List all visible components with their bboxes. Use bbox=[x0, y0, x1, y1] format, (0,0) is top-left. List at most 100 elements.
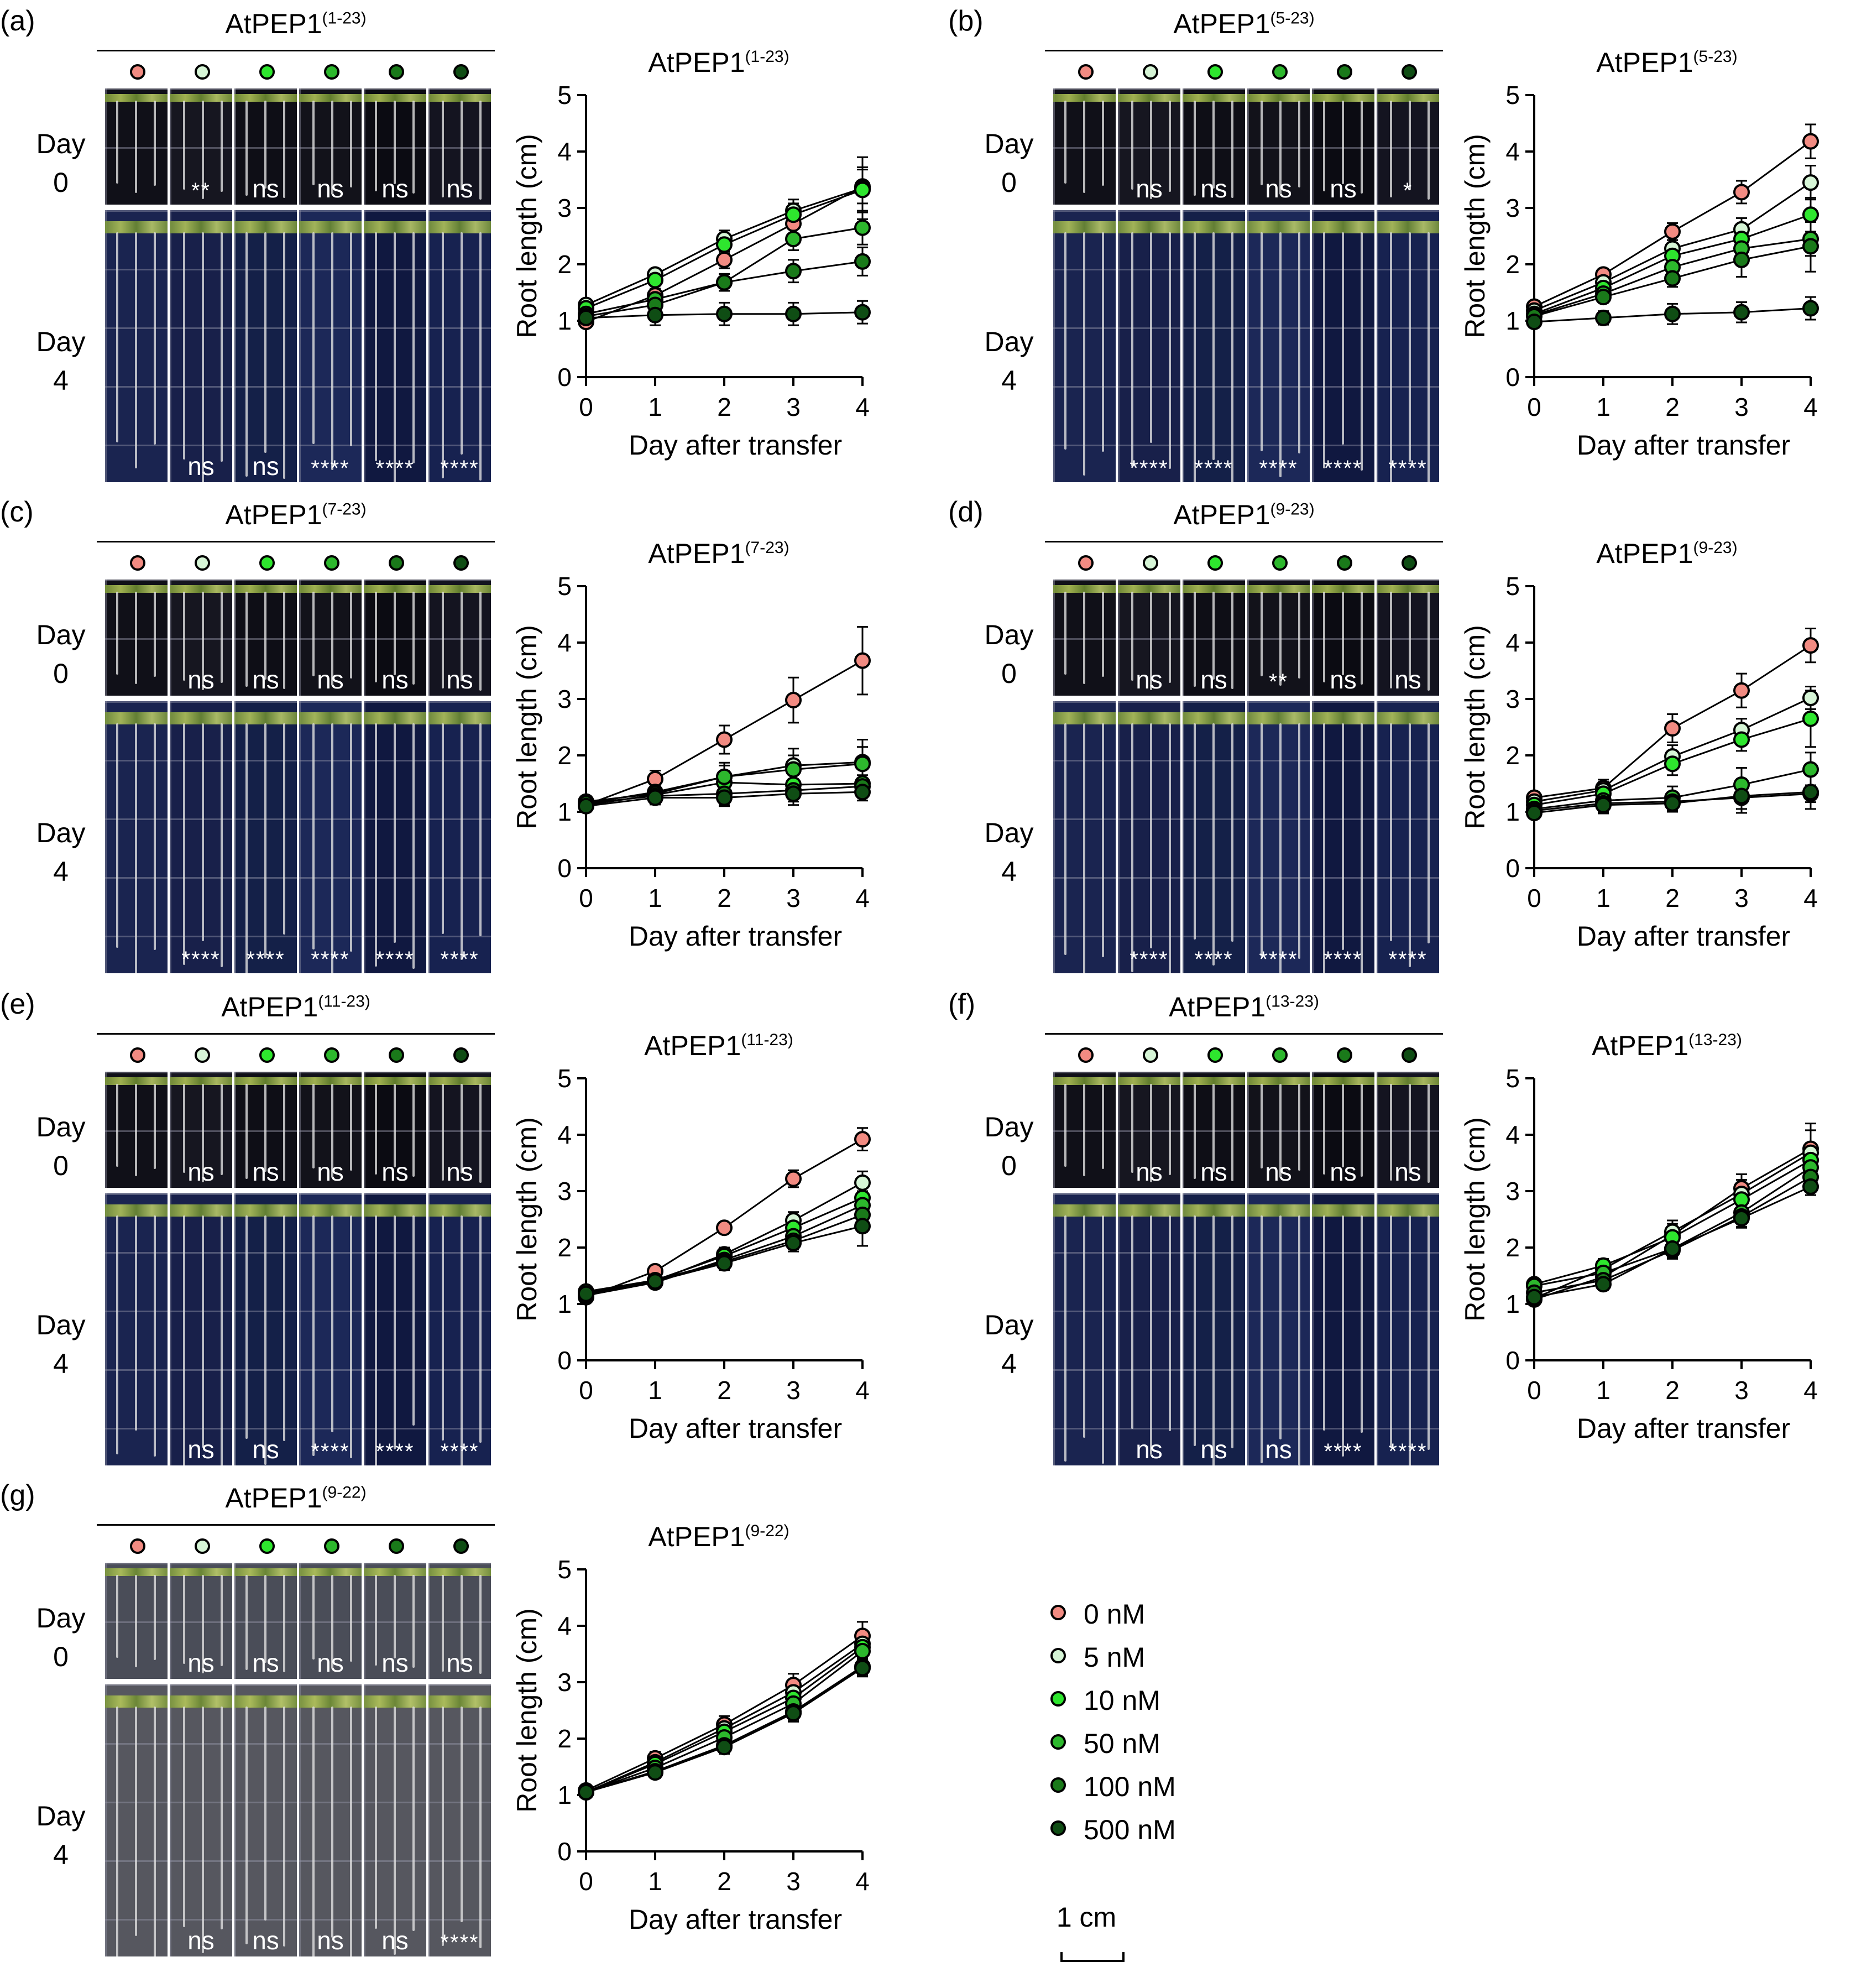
seedling-leaves bbox=[1377, 221, 1439, 233]
seedling-leaves bbox=[428, 712, 491, 724]
significance-label: **** bbox=[1130, 456, 1169, 481]
day4-label-line: 4 bbox=[53, 856, 69, 887]
day4-label: Day 4 bbox=[22, 1306, 100, 1383]
seedling-root bbox=[264, 101, 266, 189]
significance-label: **** bbox=[375, 1439, 415, 1464]
seedling-root bbox=[135, 1084, 137, 1176]
x-tick-label: 1 bbox=[648, 1867, 662, 1896]
significance-label: ns bbox=[187, 1157, 215, 1186]
seedling-root bbox=[1102, 1215, 1104, 1464]
y-tick-label: 1 bbox=[557, 306, 572, 335]
photo-strip-day4: **** bbox=[1377, 701, 1439, 973]
photo-strip-day0: ns bbox=[428, 1563, 491, 1679]
photo-strip-day4: **** bbox=[364, 701, 426, 973]
legend-label: 10 nM bbox=[1084, 1685, 1160, 1716]
data-point bbox=[716, 274, 733, 291]
concentration-dot-row bbox=[1045, 61, 1443, 85]
seedling-root bbox=[412, 101, 415, 194]
seedling-leaves bbox=[428, 1695, 491, 1708]
seedling-root bbox=[1298, 592, 1300, 679]
day4-label-line: 4 bbox=[53, 1839, 69, 1870]
seedling-root bbox=[1064, 101, 1066, 184]
photo-grid bbox=[1118, 701, 1180, 973]
seedling-root bbox=[479, 723, 482, 936]
seedling-leaves bbox=[1312, 1204, 1374, 1217]
y-tick-label: 0 bbox=[1505, 1346, 1520, 1375]
y-tick-label: 5 bbox=[557, 1064, 572, 1093]
photo-strip-day0: ns bbox=[170, 580, 232, 696]
photo-strip-day0 bbox=[105, 88, 168, 205]
photo-grid bbox=[299, 701, 362, 973]
x-tick-label: 0 bbox=[1527, 393, 1541, 421]
seedling-root bbox=[154, 1084, 156, 1169]
seedling-root bbox=[183, 1575, 185, 1664]
panel: (g) AtPEP1(9-22) Day 0 Day 4 ns ns ns ns ns ns ns ns n… bbox=[0, 1474, 885, 1961]
seedling-root bbox=[1194, 232, 1196, 482]
photo-strip-day0 bbox=[105, 1563, 168, 1679]
significance-label: **** bbox=[311, 456, 350, 481]
significance-label: **** bbox=[440, 1439, 479, 1464]
significance-label: ns bbox=[252, 1926, 279, 1955]
seedling-root bbox=[154, 723, 156, 950]
seedling-root bbox=[331, 1707, 333, 1938]
seedling-root bbox=[1361, 1215, 1363, 1433]
concentration-dot bbox=[259, 555, 275, 571]
seedling-leaves bbox=[1377, 712, 1439, 724]
significance-label: ns bbox=[252, 452, 279, 481]
seedling-leaves bbox=[105, 1204, 168, 1217]
seedling-root bbox=[264, 1084, 266, 1172]
data-point bbox=[785, 1234, 802, 1251]
concentration-dot bbox=[130, 1538, 145, 1554]
seedling-root bbox=[245, 232, 248, 477]
seedling-root bbox=[1261, 1215, 1263, 1463]
legend-dot bbox=[1050, 1691, 1066, 1707]
x-tick-label: 0 bbox=[579, 393, 593, 421]
photo-strip-day0: ns bbox=[1183, 1072, 1245, 1188]
photo-strip-day0: ns bbox=[1118, 88, 1180, 205]
seedling-root bbox=[1428, 723, 1430, 943]
seedling-leaves bbox=[234, 221, 297, 233]
concentration-dot bbox=[1402, 1047, 1417, 1063]
seedling-root bbox=[1409, 101, 1411, 190]
concentration-dot-row bbox=[1045, 552, 1443, 576]
seedling-root bbox=[245, 1215, 248, 1439]
seedling-root bbox=[1150, 1084, 1152, 1182]
seedling-root bbox=[1194, 592, 1196, 687]
concentration-dot bbox=[130, 555, 145, 571]
x-tick-label: 4 bbox=[1803, 1376, 1818, 1405]
photo-title: AtPEP1(11-23) bbox=[97, 991, 495, 1023]
data-point bbox=[1664, 1240, 1681, 1257]
data-point bbox=[1664, 720, 1681, 737]
seedling-leaves bbox=[1118, 712, 1180, 724]
seedling-root bbox=[1212, 101, 1215, 189]
concentration-dot bbox=[453, 555, 469, 571]
photo-title-superscript: (9-22) bbox=[322, 1483, 367, 1502]
chart-title-main: AtPEP1 bbox=[1592, 1030, 1688, 1061]
concentration-dot-row bbox=[97, 61, 495, 85]
title-underline bbox=[97, 50, 495, 51]
photo-strip-day4: **** bbox=[1312, 210, 1374, 482]
seedling-root bbox=[1064, 1084, 1066, 1167]
significance-label: **** bbox=[375, 456, 415, 481]
seedling-root bbox=[1390, 101, 1392, 197]
significance-label: ns bbox=[446, 1648, 473, 1677]
seedling-root bbox=[1279, 101, 1282, 195]
seedling-root bbox=[479, 101, 482, 200]
photo-title: AtPEP1(9-23) bbox=[1045, 499, 1443, 531]
day0-label-line: Day bbox=[36, 128, 86, 159]
photo-strip-day4: ns bbox=[299, 1684, 362, 1956]
y-tick-label: 5 bbox=[1505, 81, 1520, 109]
seedling-root bbox=[350, 1707, 352, 1956]
seedling-root bbox=[1231, 723, 1233, 942]
seedling-leaves bbox=[428, 221, 491, 233]
x-tick-label: 4 bbox=[1803, 884, 1818, 912]
seedling-root bbox=[331, 1215, 333, 1432]
photo-title-text: AtPEP1 bbox=[225, 499, 322, 530]
y-tick-label: 4 bbox=[1505, 1120, 1520, 1149]
significance-label: **** bbox=[311, 947, 350, 972]
x-axis-label: Day after transfer bbox=[629, 1413, 842, 1444]
concentration-dot bbox=[1402, 64, 1417, 80]
y-tick-label: 5 bbox=[557, 572, 572, 601]
seedling-root bbox=[154, 232, 156, 445]
day0-label-line: Day bbox=[984, 128, 1034, 159]
